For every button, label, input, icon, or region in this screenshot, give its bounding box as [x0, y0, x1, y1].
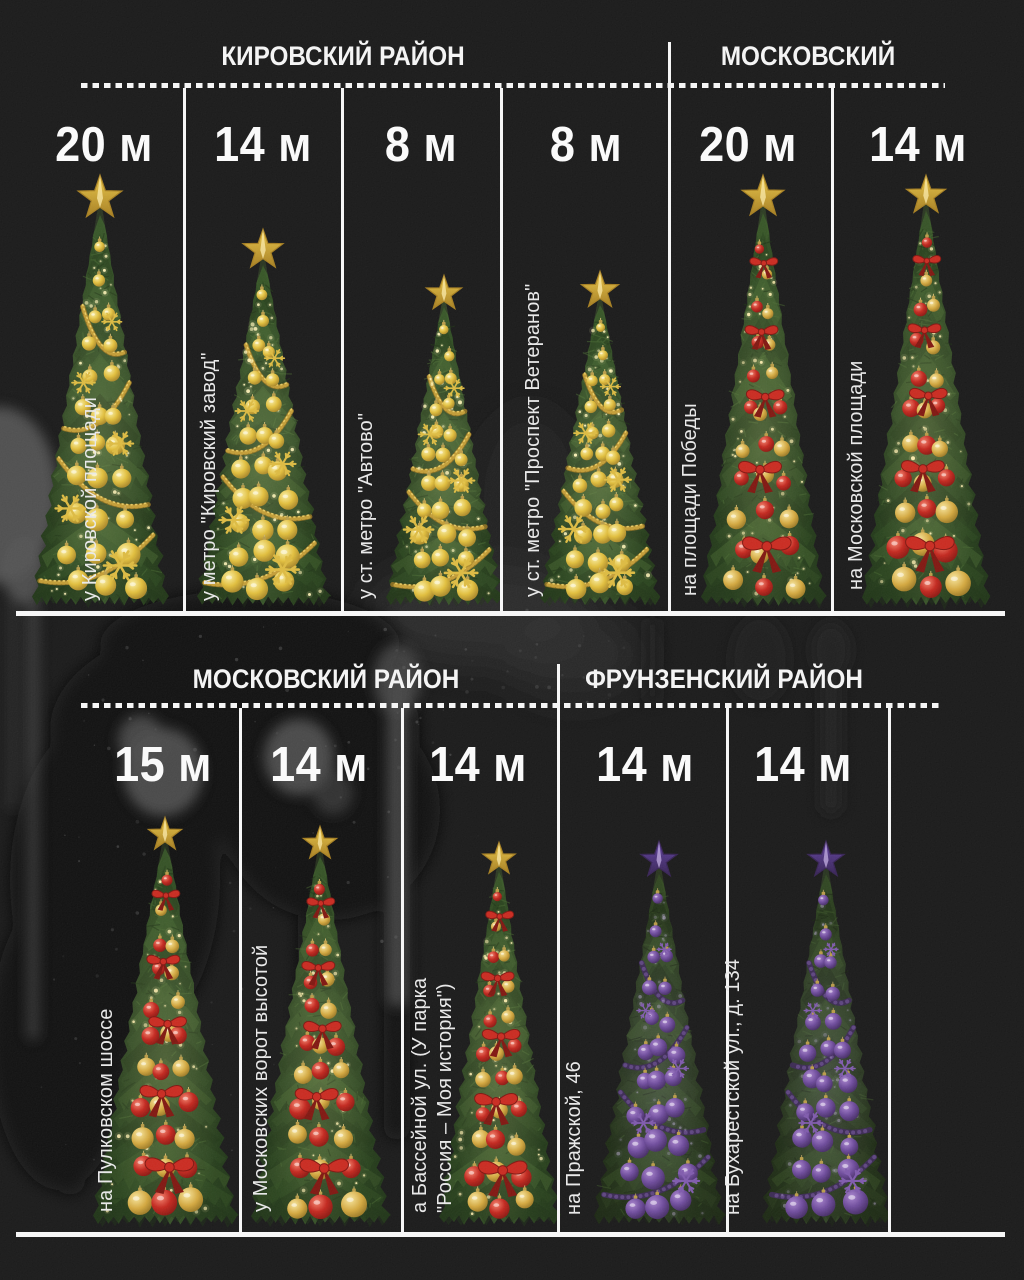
height-label-r2c1: 15 м — [114, 738, 212, 792]
section-title-moskovsky-rayon: МОСКОВСКИЙ РАЙОН — [192, 664, 460, 694]
row1-divider-3 — [500, 88, 503, 613]
location-r2c3: а Бассейной ул. (У парка "Россия – Моя ис… — [409, 977, 456, 1213]
location-r2c4: на Пражской, 46 — [563, 1061, 585, 1215]
row2-baseline — [16, 1232, 1005, 1237]
height-label-r1c1: 20 м — [55, 118, 153, 172]
section-title-moskovsky: МОСКОВСКИЙ — [720, 41, 896, 71]
row2-divider-5 — [888, 708, 891, 1233]
location-r2c2: у Московских ворот высотой — [250, 944, 272, 1212]
location-r1c4: у ст. метро "Проспект Ветеранов" — [522, 283, 544, 597]
row1-divider-1 — [183, 88, 186, 613]
location-r2c5: на Бухарестской ул., д. 134 — [722, 958, 744, 1215]
row2-dashed-line — [81, 703, 941, 708]
row2-divider-1 — [239, 708, 242, 1233]
height-label-r1c4: 8 м — [549, 118, 623, 172]
location-r1c3: у ст. метро "Автово" — [355, 412, 377, 599]
height-label-r1c5: 20 м — [699, 118, 797, 172]
row1-divider-5 — [831, 88, 834, 613]
row2-divider-2 — [401, 708, 404, 1233]
location-r1c6: на Московской площади — [845, 360, 867, 590]
location-r1c1: у Кировской площади — [79, 396, 101, 601]
row2-section-divider — [557, 664, 560, 1233]
row1-baseline — [16, 611, 1005, 616]
height-label-r1c3: 8 м — [384, 118, 458, 172]
height-label-r2c4: 14 м — [596, 738, 694, 792]
row1-divider-2 — [341, 88, 344, 613]
height-label-r1c6: 14 м — [869, 118, 967, 172]
height-label-r1c2: 14 м — [214, 118, 312, 172]
section-title-frunzensky-rayon: ФРУНЗЕНСКИЙ РАЙОН — [585, 664, 863, 694]
row1-section-divider — [668, 42, 671, 613]
height-label-r2c2: 14 м — [270, 738, 368, 792]
location-r1c2: у метро "Кировский завод" — [198, 352, 220, 601]
row1-dashed-line — [81, 83, 945, 88]
height-label-r2c5: 14 м — [754, 738, 852, 792]
section-title-kirovsky-rayon: КИРОВСКИЙ РАЙОН — [221, 41, 465, 71]
location-r1c5: на площади Победы — [679, 403, 701, 596]
height-label-r2c3: 14 м — [429, 738, 527, 792]
location-r2c1: на Пулковском шоссе — [95, 1008, 117, 1212]
